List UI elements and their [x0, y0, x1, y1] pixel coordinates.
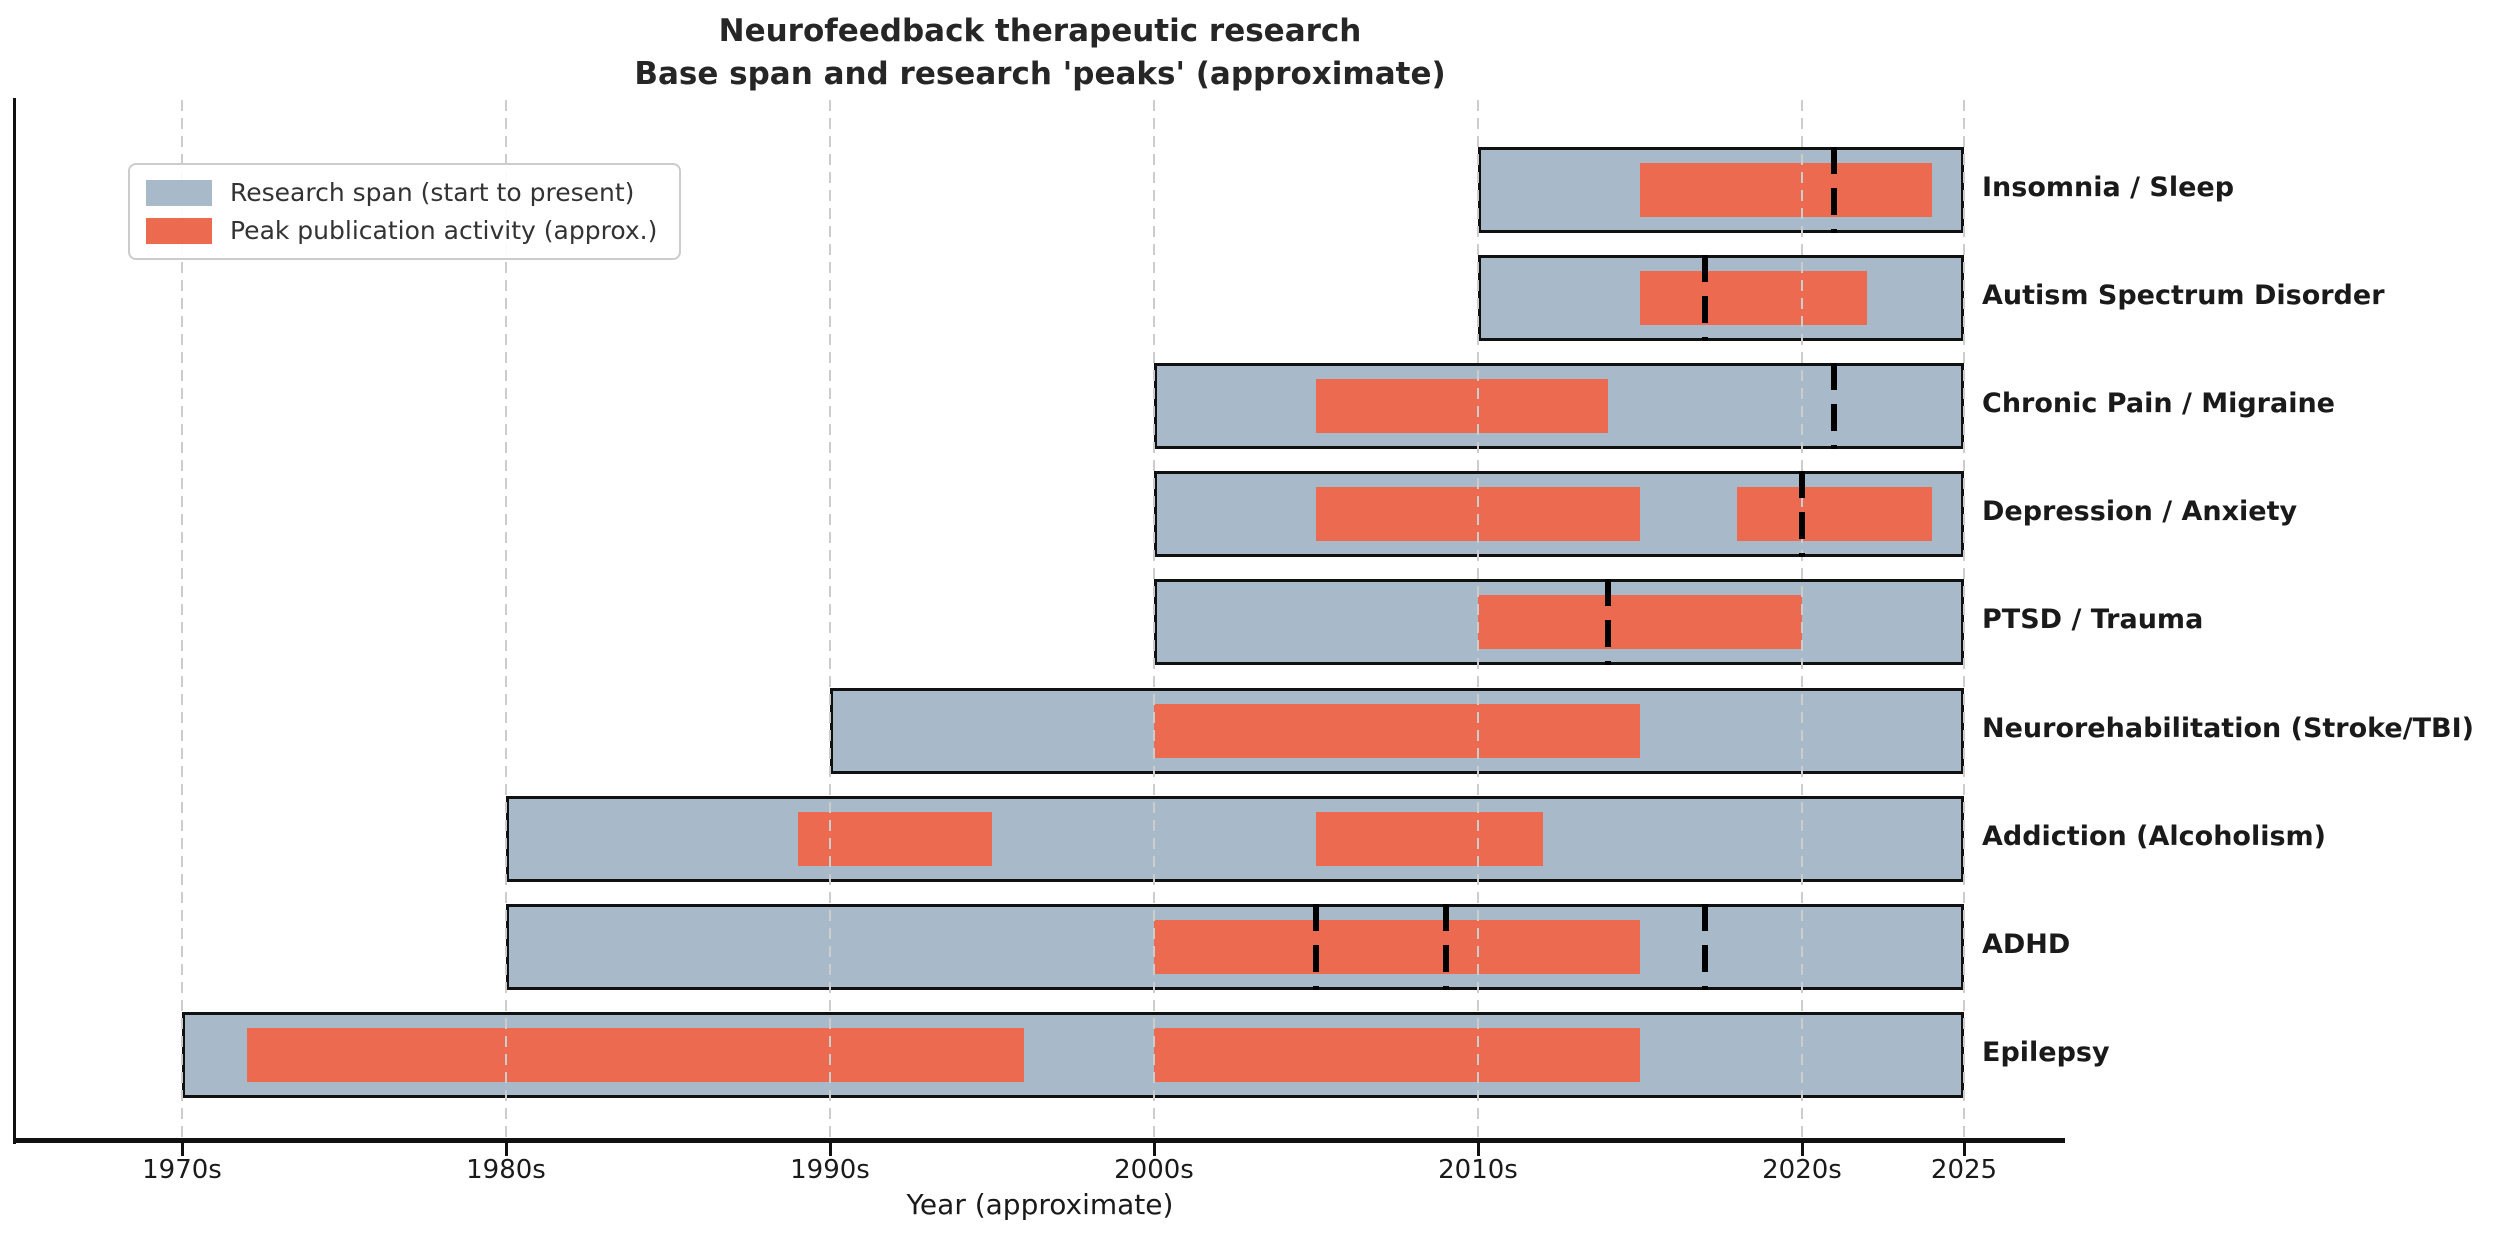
category-label-addiction-alcoholism: Addiction (Alcoholism)	[1982, 821, 2327, 852]
peak-bar-chronic-pain-migraine-1	[1316, 379, 1608, 433]
chart-title: Neurofeedback therapeutic research Base …	[0, 10, 2080, 96]
category-label-adhd: ADHD	[1982, 929, 2071, 960]
legend-item-1: Research span (start to present)	[146, 178, 657, 207]
x-tick-label-1990s: 1990s	[790, 1155, 870, 1185]
legend-label-2: Peak publication activity (approx.)	[230, 216, 658, 245]
category-label-chronic-pain-migraine: Chronic Pain / Migraine	[1982, 388, 2335, 419]
event-marker-insomnia-sleep-2021	[1831, 147, 1837, 233]
peak-bar-autism-spectrum-disorder-1	[1640, 271, 1867, 325]
x-tick-mark-1970s	[181, 1143, 184, 1156]
category-label-neurorehabilitation-stroke-tbi: Neurorehabilitation (Stroke/TBI)	[1982, 713, 2474, 744]
peak-bar-ptsd-trauma-1	[1478, 595, 1802, 649]
x-tick-label-2010s: 2010s	[1438, 1155, 1518, 1185]
event-marker-depression-anxiety-2020	[1799, 471, 1805, 557]
gridline-1970s	[181, 100, 183, 1140]
gridline-2020s	[1801, 100, 1803, 1140]
x-tick-label-2020s: 2020s	[1762, 1155, 1842, 1185]
span-bar-addiction-alcoholism	[506, 796, 1964, 882]
chart-title-line1: Neurofeedback therapeutic research	[718, 13, 1362, 49]
chart-title-line2: Base span and research 'peaks' (approxim…	[634, 56, 1446, 92]
x-tick-mark-1990s	[829, 1143, 832, 1156]
x-axis-label: Year (approximate)	[906, 1188, 1174, 1221]
legend-label-1: Research span (start to present)	[230, 178, 635, 207]
x-tick-mark-2020s	[1801, 1143, 1804, 1156]
event-marker-adhd-2005	[1313, 904, 1319, 990]
x-axis-line	[13, 1138, 2065, 1143]
span-bar-autism-spectrum-disorder	[1478, 255, 1964, 341]
peak-bar-depression-anxiety-2	[1737, 487, 1932, 541]
peak-bar-epilepsy-2	[1154, 1028, 1640, 1082]
x-tick-mark-2025	[1963, 1143, 1966, 1156]
gridline-2025	[1963, 100, 1965, 1140]
category-label-ptsd-trauma: PTSD / Trauma	[1982, 604, 2204, 635]
event-marker-chronic-pain-migraine-2021	[1831, 363, 1837, 449]
event-marker-adhd-2009	[1443, 904, 1449, 990]
x-tick-mark-2000s	[1153, 1143, 1156, 1156]
event-marker-ptsd-trauma-2014	[1605, 579, 1611, 665]
x-tick-label-1970s: 1970s	[142, 1155, 222, 1185]
x-tick-label-1980s: 1980s	[466, 1155, 546, 1185]
gridline-1980s	[505, 100, 507, 1140]
x-tick-label-2000s: 2000s	[1114, 1155, 1194, 1185]
category-label-depression-anxiety: Depression / Anxiety	[1982, 496, 2298, 527]
peak-bar-adhd-1	[1154, 920, 1640, 974]
peak-bar-addiction-alcoholism-1	[798, 812, 992, 866]
category-label-insomnia-sleep: Insomnia / Sleep	[1982, 172, 2235, 203]
gridline-1990s	[829, 100, 831, 1140]
span-bar-adhd	[506, 904, 1964, 990]
category-label-epilepsy: Epilepsy	[1982, 1037, 2110, 1068]
legend: Research span (start to present) Peak pub…	[128, 163, 682, 260]
event-marker-adhd-2017	[1702, 904, 1708, 990]
peak-bar-addiction-alcoholism-2	[1316, 812, 1543, 866]
legend-swatch-1	[146, 179, 212, 206]
gridline-2010s	[1477, 100, 1479, 1140]
x-tick-mark-1980s	[505, 1143, 508, 1156]
legend-swatch-2	[146, 217, 212, 244]
category-label-autism-spectrum-disorder: Autism Spectrum Disorder	[1982, 280, 2385, 311]
peak-bar-epilepsy-1	[247, 1028, 1024, 1082]
peak-bar-neurorehabilitation-stroke-tbi-1	[1154, 704, 1640, 758]
legend-item-2: Peak publication activity (approx.)	[146, 216, 657, 245]
y-axis-line	[13, 98, 16, 1144]
event-marker-autism-spectrum-disorder-2017	[1702, 255, 1708, 341]
gridline-2000s	[1153, 100, 1155, 1140]
x-tick-mark-2010s	[1477, 1143, 1480, 1156]
x-tick-label-2025: 2025	[1930, 1155, 1998, 1185]
peak-bar-insomnia-sleep-1	[1640, 163, 1932, 217]
